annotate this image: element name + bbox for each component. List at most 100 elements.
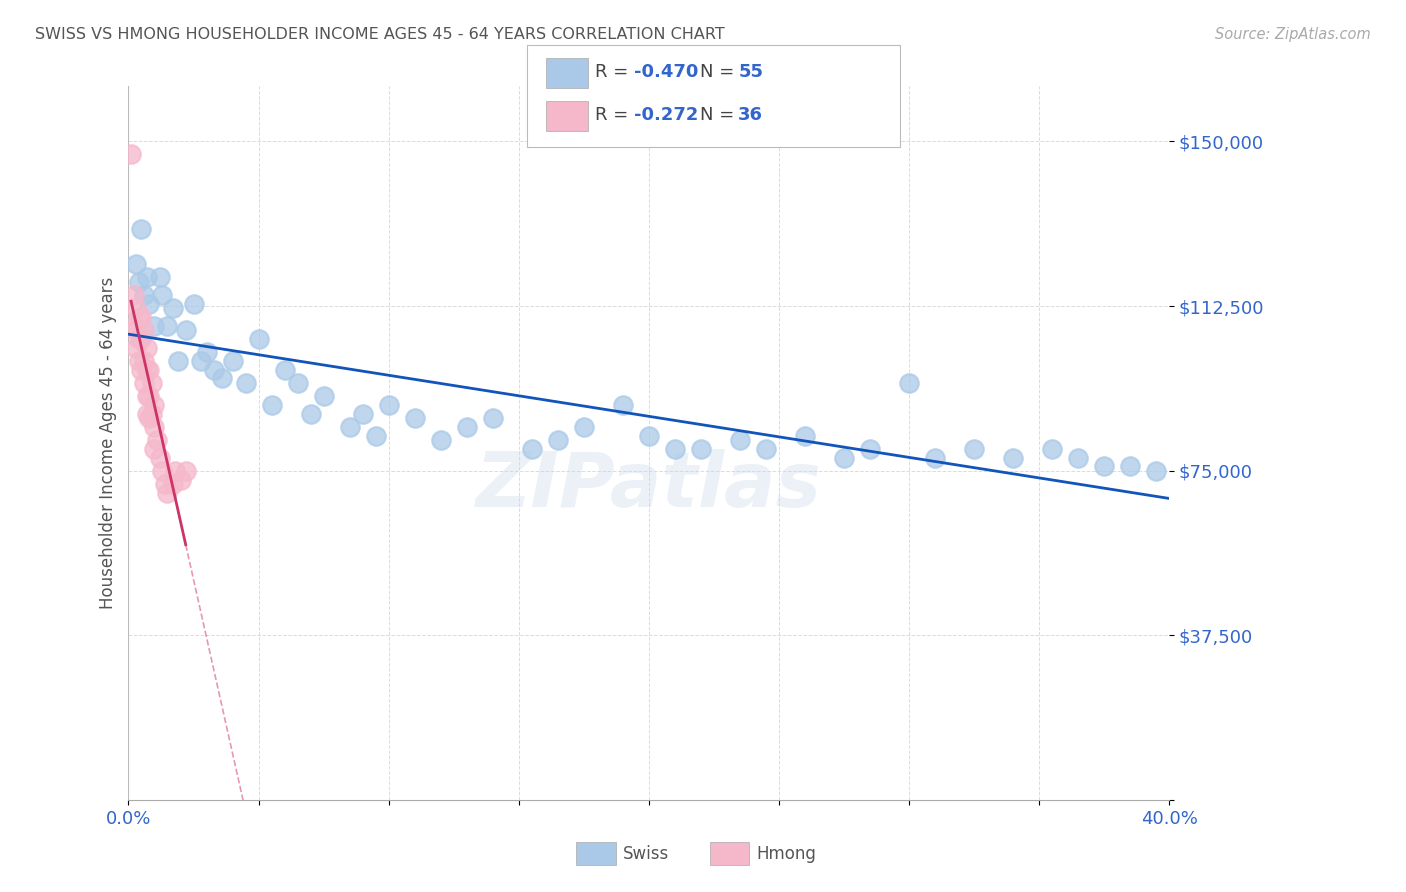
Point	[132, 288, 155, 302]
Point	[153, 477, 176, 491]
Point	[156, 318, 179, 333]
Point	[132, 376, 155, 390]
Point	[165, 464, 187, 478]
Point	[156, 485, 179, 500]
Point	[162, 477, 184, 491]
Point	[235, 376, 257, 390]
Point	[377, 398, 399, 412]
Point	[135, 407, 157, 421]
Point	[1092, 459, 1115, 474]
Point	[728, 433, 751, 447]
Point	[174, 464, 197, 478]
Point	[128, 332, 150, 346]
Text: N =: N =	[700, 106, 740, 124]
Point	[174, 323, 197, 337]
Point	[149, 450, 172, 465]
Y-axis label: Householder Income Ages 45 - 64 years: Householder Income Ages 45 - 64 years	[100, 277, 117, 609]
Text: R =: R =	[595, 106, 634, 124]
Point	[755, 442, 778, 456]
Point	[859, 442, 882, 456]
Point	[1119, 459, 1142, 474]
Point	[260, 398, 283, 412]
Point	[138, 362, 160, 376]
Point	[128, 310, 150, 324]
Point	[572, 419, 595, 434]
Point	[125, 257, 148, 271]
Point	[138, 411, 160, 425]
Point	[128, 354, 150, 368]
Point	[520, 442, 543, 456]
Text: Swiss: Swiss	[623, 845, 669, 863]
Point	[1144, 464, 1167, 478]
Point	[190, 354, 212, 368]
Point	[128, 275, 150, 289]
Point	[352, 407, 374, 421]
Point	[312, 389, 335, 403]
Point	[612, 398, 634, 412]
Point	[339, 419, 361, 434]
Point	[169, 473, 191, 487]
Point	[429, 433, 451, 447]
Point	[221, 354, 243, 368]
Point	[162, 301, 184, 316]
Text: 55: 55	[738, 63, 763, 81]
Point	[143, 419, 166, 434]
Point	[299, 407, 322, 421]
Point	[202, 362, 225, 376]
Point	[135, 341, 157, 355]
Point	[122, 288, 145, 302]
Point	[211, 371, 233, 385]
Point	[183, 297, 205, 311]
Point	[1040, 442, 1063, 456]
Point	[150, 464, 173, 478]
Point	[125, 323, 148, 337]
Point	[150, 288, 173, 302]
Point	[120, 147, 142, 161]
Text: N =: N =	[700, 63, 740, 81]
Point	[135, 362, 157, 376]
Point	[131, 222, 153, 236]
Point	[247, 332, 270, 346]
Text: SWISS VS HMONG HOUSEHOLDER INCOME AGES 45 - 64 YEARS CORRELATION CHART: SWISS VS HMONG HOUSEHOLDER INCOME AGES 4…	[35, 27, 725, 42]
Point	[132, 323, 155, 337]
Point	[690, 442, 713, 456]
Point	[404, 411, 426, 425]
Point	[273, 362, 295, 376]
Point	[456, 419, 478, 434]
Point	[1067, 450, 1090, 465]
Point	[547, 433, 569, 447]
Text: 36: 36	[738, 106, 763, 124]
Text: -0.272: -0.272	[634, 106, 699, 124]
Text: Hmong: Hmong	[756, 845, 817, 863]
Point	[135, 389, 157, 403]
Point	[794, 428, 817, 442]
Text: Source: ZipAtlas.com: Source: ZipAtlas.com	[1215, 27, 1371, 42]
Point	[924, 450, 946, 465]
Point	[131, 310, 153, 324]
Point	[364, 428, 387, 442]
Point	[637, 428, 659, 442]
Point	[125, 301, 148, 316]
Point	[664, 442, 686, 456]
Point	[141, 407, 163, 421]
Text: R =: R =	[595, 63, 634, 81]
Point	[149, 270, 172, 285]
Text: ZIPatlas: ZIPatlas	[475, 449, 823, 523]
Point	[195, 345, 218, 359]
Point	[1002, 450, 1025, 465]
Point	[143, 398, 166, 412]
Point	[481, 411, 503, 425]
Point	[138, 389, 160, 403]
Point	[132, 354, 155, 368]
Point	[143, 318, 166, 333]
Point	[963, 442, 986, 456]
Point	[135, 270, 157, 285]
Point	[832, 450, 855, 465]
Point	[287, 376, 309, 390]
Point	[898, 376, 921, 390]
Text: -0.470: -0.470	[634, 63, 699, 81]
Point	[143, 442, 166, 456]
Point	[131, 332, 153, 346]
Point	[141, 376, 163, 390]
Point	[122, 318, 145, 333]
